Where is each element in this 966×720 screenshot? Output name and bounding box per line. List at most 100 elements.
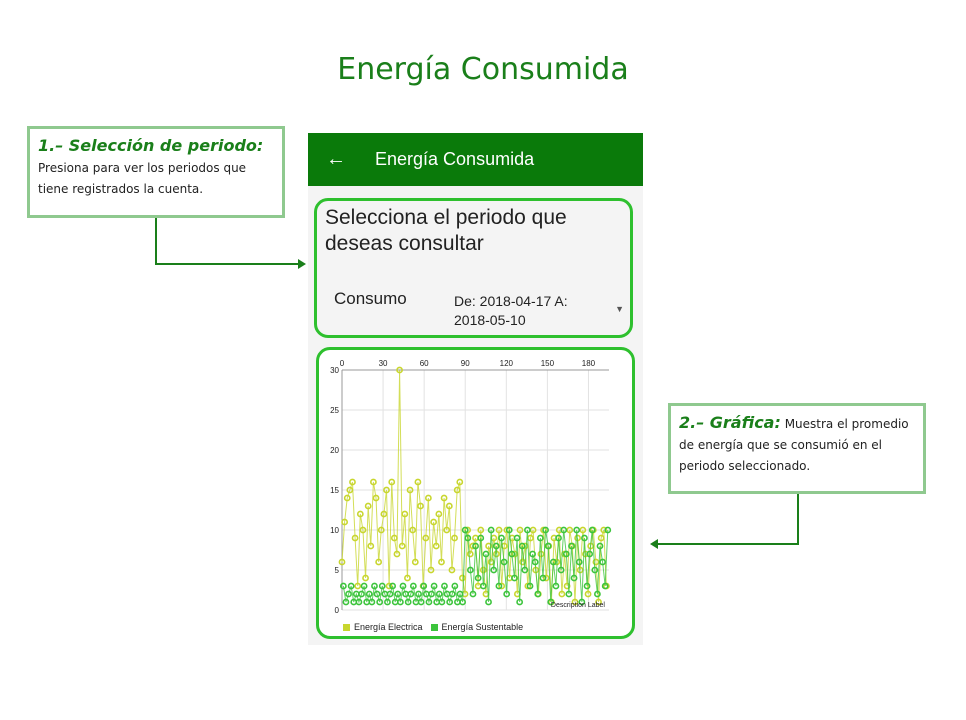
- data-point: [456, 478, 464, 486]
- data-point: [453, 486, 461, 494]
- series-line: [341, 369, 607, 603]
- data-point: [516, 598, 524, 606]
- data-point: [356, 510, 364, 518]
- data-point: [432, 542, 440, 550]
- y-tick-label: 25: [330, 406, 339, 415]
- data-point: [592, 558, 600, 566]
- slide-title: Energía Consumida: [337, 52, 629, 87]
- callout-title: 1.– Selección de periodo:: [38, 136, 264, 155]
- data-point: [394, 590, 402, 598]
- data-point: [588, 526, 596, 534]
- data-point: [586, 550, 594, 558]
- data-point: [459, 598, 467, 606]
- data-point: [464, 534, 472, 542]
- data-point: [360, 582, 368, 590]
- data-point: [549, 558, 557, 566]
- data-point: [547, 598, 555, 606]
- data-point: [472, 542, 479, 550]
- data-point: [409, 526, 417, 534]
- data-point: [385, 582, 393, 590]
- data-point: [600, 526, 608, 534]
- data-point: [570, 574, 578, 582]
- data-point: [364, 502, 372, 510]
- data-point: [518, 542, 526, 550]
- data-point: [443, 526, 451, 534]
- data-point: [398, 542, 406, 550]
- data-point: [372, 494, 380, 502]
- data-point: [595, 598, 602, 606]
- data-point: [581, 534, 588, 542]
- callout-title: 2.– Gráfica:: [679, 413, 781, 432]
- legend-label: Energía Sustentable: [441, 622, 524, 632]
- chart-legend: Energía Electrica Energía Sustentable: [343, 622, 531, 632]
- data-point: [487, 526, 495, 534]
- y-tick-label: 30: [330, 366, 339, 375]
- data-point: [427, 566, 435, 574]
- data-point: [500, 558, 508, 566]
- data-point: [393, 550, 401, 558]
- dropdown-triangle-icon: ▼: [615, 304, 624, 314]
- data-point: [521, 566, 529, 574]
- data-point: [341, 518, 349, 526]
- data-point: [407, 590, 415, 598]
- data-point: [573, 526, 581, 534]
- callout-text: Presiona para ver los periodos que tiene…: [38, 161, 247, 196]
- data-point: [578, 598, 586, 606]
- data-point: [552, 582, 560, 590]
- data-point: [409, 582, 417, 590]
- data-point: [389, 582, 397, 590]
- data-point: [378, 582, 386, 590]
- data-point: [371, 582, 378, 590]
- data-point: [505, 526, 513, 534]
- data-point: [477, 526, 485, 534]
- data-point: [414, 478, 422, 486]
- series-line: [342, 529, 609, 604]
- data-point: [566, 526, 574, 534]
- data-point: [367, 542, 375, 550]
- data-point: [338, 558, 346, 566]
- data-point: [487, 558, 495, 566]
- data-point: [459, 574, 466, 582]
- data-point: [384, 598, 391, 606]
- data-point: [386, 590, 394, 598]
- arrow-to-period: [155, 218, 300, 265]
- data-point: [571, 598, 579, 606]
- period-dropdown[interactable]: De: 2018-04-17 A: 2018-05-10 ▼: [454, 292, 624, 330]
- phone-screen: ← Energía Consumida Selecciona el period…: [308, 133, 643, 645]
- data-point: [485, 598, 492, 606]
- data-point: [373, 590, 381, 598]
- data-point: [529, 550, 537, 558]
- x-tick-label: 120: [500, 359, 514, 368]
- data-point: [446, 598, 454, 606]
- arrow-back-icon[interactable]: ←: [326, 148, 346, 170]
- data-point: [604, 526, 612, 534]
- consumption-chart[interactable]: 0 30 60 90 120 150 180051015202530Description …: [319, 350, 632, 636]
- data-point: [424, 494, 432, 502]
- data-point: [339, 582, 347, 590]
- data-point: [411, 558, 419, 566]
- callout-period-selection: 1.– Selección de periodo: Presiona para …: [27, 126, 285, 218]
- app-bar-title: Energía Consumida: [375, 149, 535, 169]
- data-point: [557, 566, 565, 574]
- x-tick-label: 180: [582, 359, 596, 368]
- data-point: [469, 590, 477, 598]
- legend-item: Energía Electrica: [343, 622, 423, 632]
- x-tick-label: 30: [379, 359, 388, 368]
- data-point: [422, 534, 430, 542]
- data-point: [474, 574, 482, 582]
- data-point: [428, 590, 435, 598]
- data-point: [368, 598, 376, 606]
- data-point: [438, 558, 445, 566]
- data-point: [583, 582, 591, 590]
- data-point: [456, 590, 464, 598]
- app-bar: ← Energía Consumida: [308, 133, 643, 186]
- data-point: [479, 566, 487, 574]
- data-point: [536, 534, 544, 542]
- data-point: [351, 534, 359, 542]
- data-point: [417, 598, 425, 606]
- arrow-to-chart: [656, 494, 799, 545]
- data-point: [375, 558, 383, 566]
- data-point: [451, 534, 458, 542]
- data-point: [503, 590, 511, 598]
